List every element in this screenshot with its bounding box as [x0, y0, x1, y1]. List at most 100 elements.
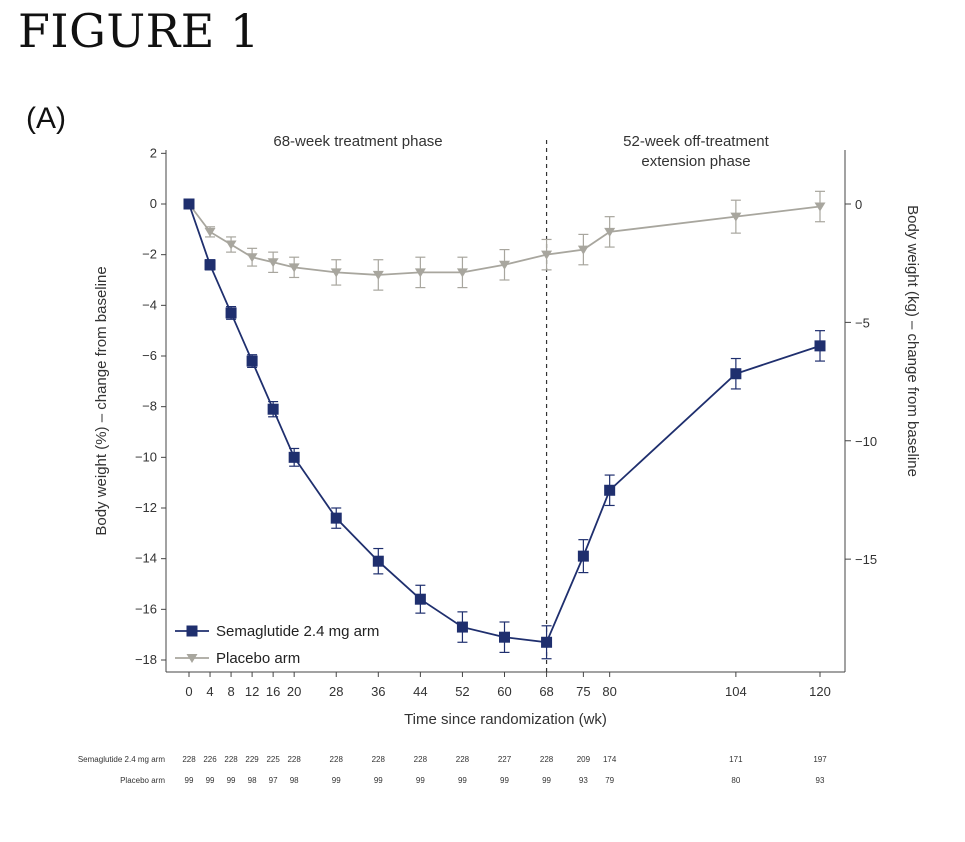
at-risk-value: 228: [540, 755, 554, 764]
y-tick-label: −8: [142, 399, 157, 414]
at-risk-table: Semaglutide 2.4 mg arm 228 226 228 229 225 228…: [78, 755, 827, 785]
y-tick-label: −2: [142, 247, 157, 262]
data-point: [225, 240, 237, 250]
data-point: [183, 198, 195, 210]
data-point: [577, 550, 589, 562]
at-risk-value: 225: [266, 755, 280, 764]
data-point: [730, 212, 742, 222]
legend: Semaglutide 2.4 mg arm Placebo arm: [175, 623, 379, 667]
at-risk-value: 228: [372, 755, 386, 764]
x-tick-label: 52: [455, 684, 469, 699]
at-risk-value: 98: [248, 776, 257, 785]
data-point: [414, 593, 426, 605]
x-tick-label: 60: [497, 684, 511, 699]
at-risk-value: 99: [374, 776, 383, 785]
at-risk-value: 99: [332, 776, 341, 785]
y-tick-label: −10: [135, 449, 157, 464]
at-risk-value: 228: [182, 755, 196, 764]
data-point: [577, 245, 589, 255]
y-tick-label: −4: [142, 297, 157, 312]
data-point: [372, 270, 384, 280]
at-risk-value: 99: [500, 776, 509, 785]
y-tick-label: −6: [142, 348, 157, 363]
at-risk-value: 97: [269, 776, 278, 785]
at-risk-value: 228: [224, 755, 238, 764]
panel-label: (A): [26, 102, 66, 135]
at-risk-value: 98: [290, 776, 299, 785]
at-risk-value: 197: [813, 755, 827, 764]
x-tick-label: 12: [245, 684, 259, 699]
series-semaglutide-2-4-mg-arm: [183, 198, 826, 660]
data-point: [267, 258, 279, 268]
data-point: [414, 268, 426, 278]
x-tick-label: 44: [413, 684, 427, 699]
at-risk-value: 171: [729, 755, 743, 764]
series-line: [188, 203, 821, 276]
y2-tick-label: −10: [855, 434, 877, 449]
x-tick-label: 120: [809, 684, 831, 699]
x-tick-label: 8: [227, 684, 234, 699]
data-point: [267, 403, 279, 415]
x-tick-label: 28: [329, 684, 343, 699]
at-risk-value: 228: [456, 755, 470, 764]
at-risk-value: 80: [731, 776, 740, 785]
x-tick-label: 4: [206, 684, 213, 699]
at-risk-value: 99: [542, 776, 551, 785]
data-point: [330, 268, 342, 278]
phase-label-extension: 52-week off-treatment: [623, 133, 769, 150]
data-point: [288, 263, 300, 273]
at-risk-value: 99: [206, 776, 215, 785]
legend-entry: Placebo arm: [175, 650, 300, 667]
data-point: [372, 555, 384, 567]
x-tick-label: 20: [287, 684, 301, 699]
y-tick-label: −18: [135, 652, 157, 667]
y-tick-label: −12: [135, 500, 157, 515]
y2-tick-label: −5: [855, 315, 870, 330]
x-tick-label: 104: [725, 684, 747, 699]
phase-label-treatment: 68-week treatment phase: [273, 133, 442, 150]
x-tick-label: 75: [576, 684, 590, 699]
legend-label: Semaglutide 2.4 mg arm: [216, 623, 379, 640]
at-risk-value: 99: [458, 776, 467, 785]
x-tick-label: 80: [602, 684, 616, 699]
x-tick-label: 68: [539, 684, 553, 699]
y-axis-label: Body weight (%) – change from baseline: [93, 266, 110, 535]
series-line: [188, 203, 821, 644]
data-point: [814, 340, 826, 352]
data-point: [814, 202, 826, 212]
series-group: [183, 190, 826, 660]
data-point: [225, 307, 237, 319]
at-risk-value: 228: [287, 755, 301, 764]
data-point: [730, 368, 742, 380]
axes-group: 20−2−4−6−8−10−12−14−16−180−5−10−150 4 8 12 1…: [93, 133, 921, 728]
legend-entry: Semaglutide 2.4 mg arm: [175, 623, 379, 640]
phase-label-extension: extension phase: [641, 153, 750, 170]
legend-label: Placebo arm: [216, 650, 300, 667]
data-point: [499, 260, 510, 270]
x-tick-label: 36: [371, 684, 385, 699]
at-risk-value: 93: [816, 776, 825, 785]
at-risk-value: 228: [414, 755, 428, 764]
at-risk-value: 99: [185, 776, 194, 785]
y2-tick-label: 0: [855, 197, 862, 212]
data-point: [604, 227, 616, 237]
y-tick-label: 2: [150, 145, 157, 160]
x-tick-label: 0: [185, 684, 192, 699]
data-point: [186, 625, 198, 637]
data-point: [246, 253, 258, 263]
data-point: [456, 621, 468, 633]
x-tick-label: 16: [266, 684, 280, 699]
at-risk-value: 209: [577, 755, 591, 764]
data-point: [541, 250, 553, 260]
data-point: [604, 484, 616, 496]
data-point: [246, 355, 258, 367]
y-tick-label: −14: [135, 551, 157, 566]
x-axis-label: Time since randomization (wk): [404, 711, 607, 728]
data-point: [204, 227, 216, 237]
figure-title: FIGURE 1: [18, 4, 260, 58]
data-point: [456, 268, 468, 278]
data-point: [541, 636, 553, 648]
at-risk-value: 99: [416, 776, 425, 785]
y2-axis-label: Body weight (kg) – change from baseline: [904, 205, 921, 477]
